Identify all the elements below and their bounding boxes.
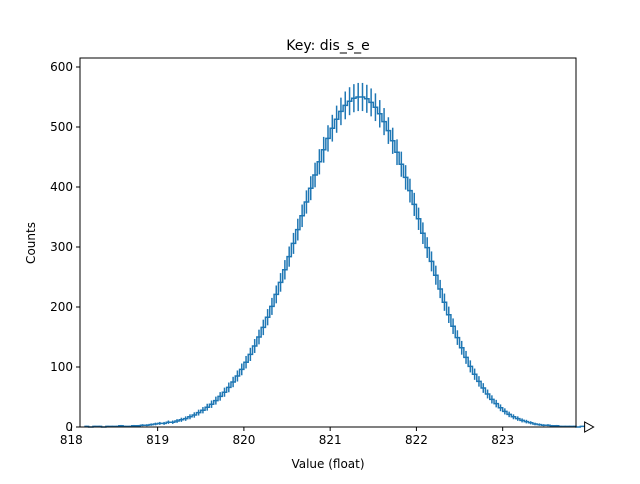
x-tick-label: 819 (146, 433, 169, 447)
chart-title: Key: dis_s_e (286, 38, 370, 54)
x-tick-label: 818 (60, 433, 83, 447)
y-tick-label: 500 (50, 120, 73, 134)
plot-frame (79, 57, 577, 428)
y-axis-label: Counts (24, 222, 38, 264)
y-tick-label: 200 (50, 300, 73, 314)
y-tick-label: 0 (65, 420, 73, 434)
y-tick-label: 300 (50, 240, 73, 254)
y-tick-label: 100 (50, 360, 73, 374)
x-tick-label: 820 (232, 433, 255, 447)
plot-area (84, 82, 595, 433)
x-tick-label: 822 (405, 433, 428, 447)
y-tick-label: 600 (50, 60, 73, 74)
end-marker-triangle (584, 421, 595, 433)
axis-ticks: 818 819 820 821 822 823 0 100 200 300 400 500 600 (50, 60, 514, 447)
histogram-step-line (84, 96, 585, 428)
x-tick-label: 821 (319, 433, 342, 447)
x-axis-label: Value (float) (291, 457, 364, 471)
x-tick-label: 823 (491, 433, 514, 447)
y-tick-label: 400 (50, 180, 73, 194)
